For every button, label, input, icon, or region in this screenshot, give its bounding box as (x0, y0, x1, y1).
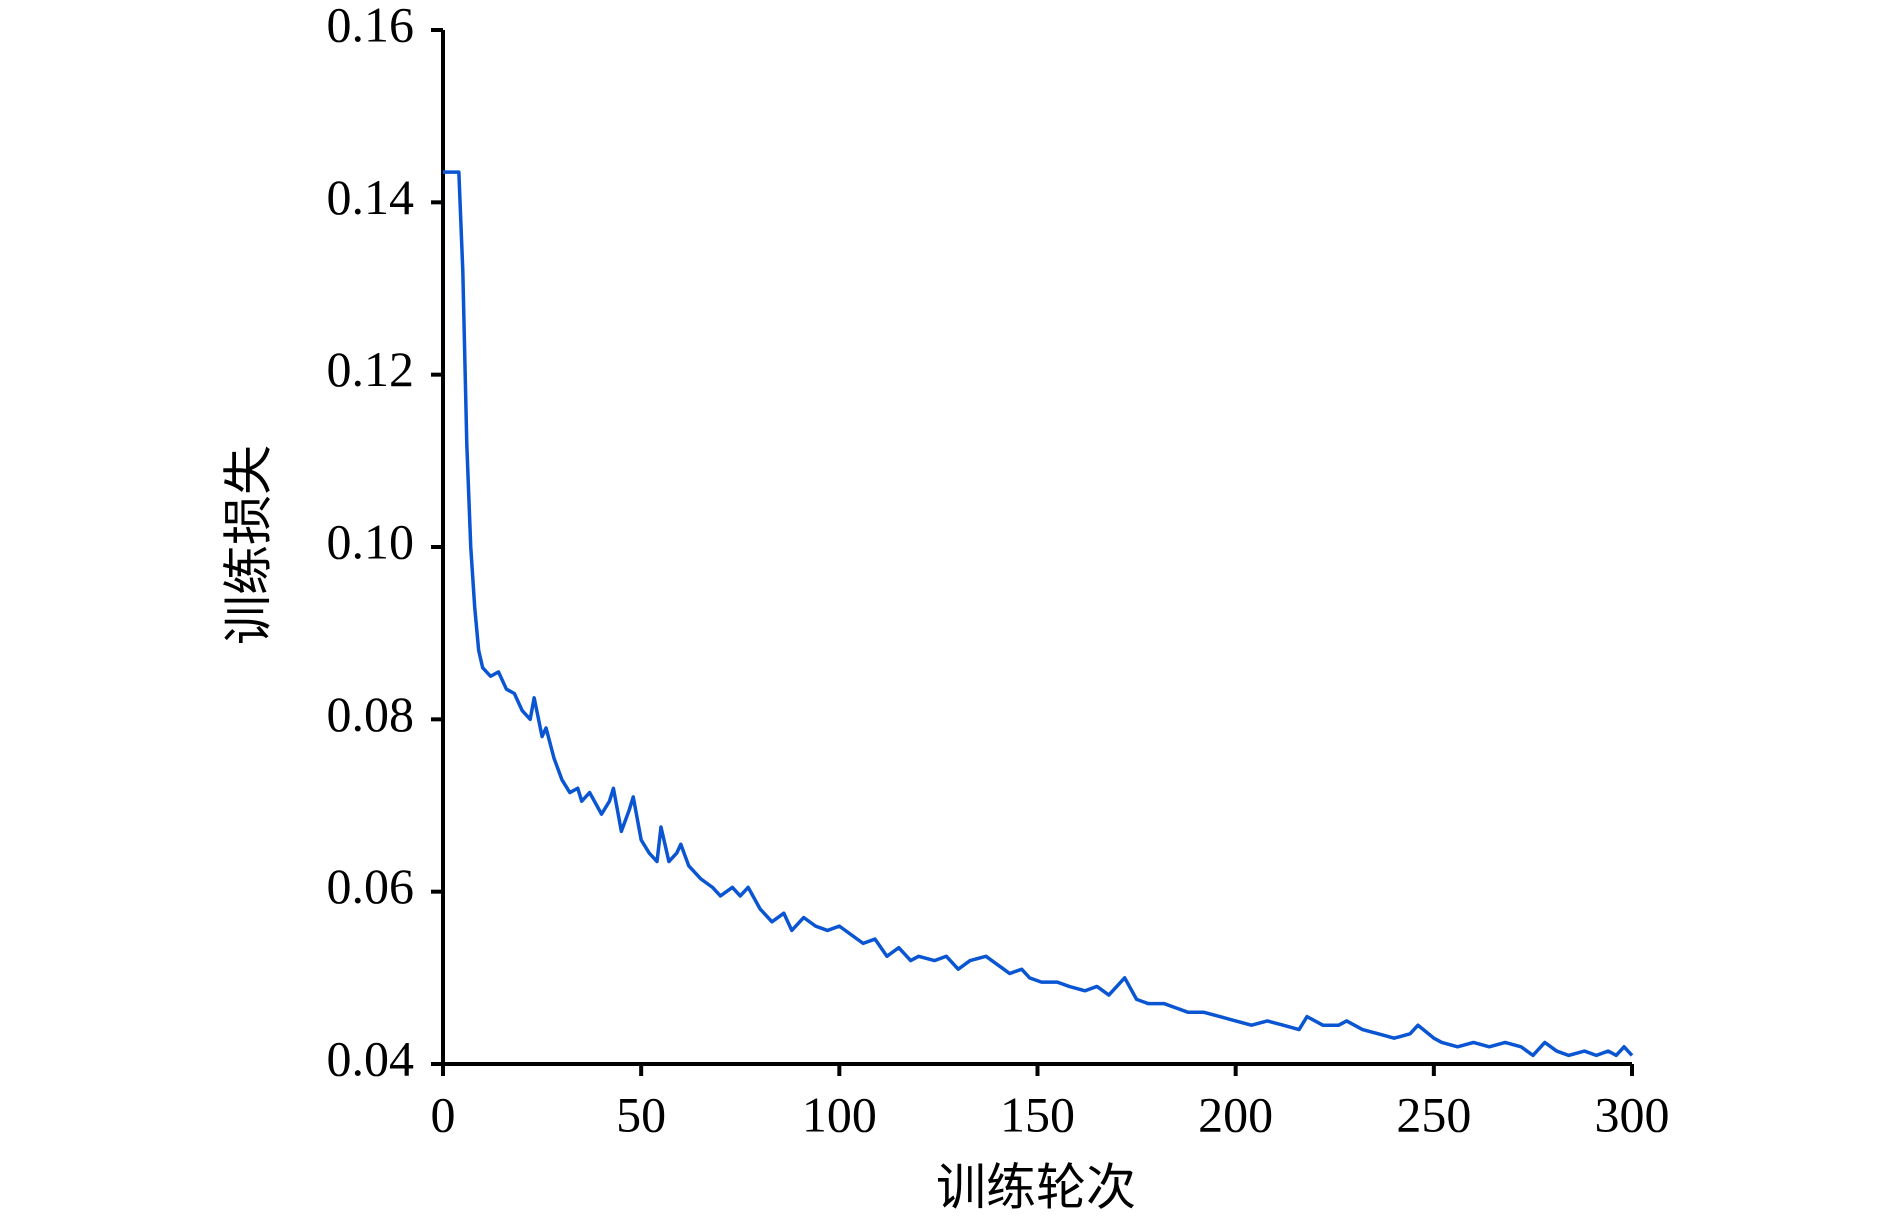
x-tick-label: 0 (431, 1086, 456, 1142)
axis-line (441, 30, 1632, 1066)
x-tick-label: 50 (616, 1086, 666, 1142)
x-tick-label: 250 (1396, 1086, 1471, 1142)
y-tick-label: 0.04 (327, 1030, 415, 1086)
loss-line (443, 170, 1634, 1058)
x-tick-label: 100 (802, 1086, 877, 1142)
y-tick-label: 0.06 (327, 858, 415, 914)
y-tick-label: 0.14 (327, 169, 415, 225)
y-axis-title: 训练损失 (220, 445, 276, 645)
y-tick-label: 0.16 (327, 0, 415, 52)
x-tick-label: 150 (1000, 1086, 1075, 1142)
x-axis-title: 训练轮次 (936, 1159, 1136, 1215)
y-tick-label: 0.08 (327, 686, 415, 742)
y-tick-label: 0.10 (327, 513, 415, 569)
x-tick-label: 300 (1595, 1086, 1670, 1142)
x-tick-label: 200 (1198, 1086, 1273, 1142)
y-tick-label: 0.12 (327, 341, 415, 397)
